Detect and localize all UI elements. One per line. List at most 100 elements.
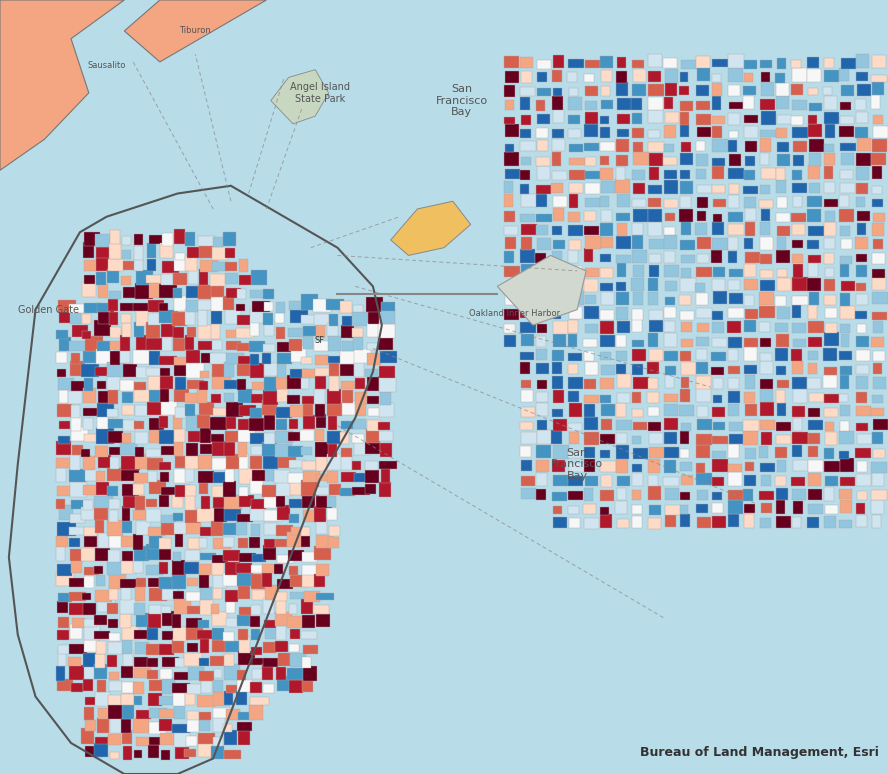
Bar xyxy=(162,515,175,523)
Bar xyxy=(224,691,233,704)
Bar xyxy=(759,402,773,416)
Bar xyxy=(680,181,694,194)
Bar xyxy=(791,84,803,95)
Bar xyxy=(68,391,83,404)
Bar xyxy=(680,197,691,208)
Bar xyxy=(744,347,757,361)
Bar xyxy=(172,337,185,351)
Bar xyxy=(505,169,520,179)
Bar xyxy=(873,473,884,486)
Bar xyxy=(123,484,137,496)
Bar xyxy=(648,185,662,194)
Bar xyxy=(585,157,596,166)
Bar xyxy=(123,235,131,245)
Bar xyxy=(871,153,886,165)
Bar xyxy=(871,75,887,82)
Bar xyxy=(147,578,159,587)
Bar xyxy=(647,378,658,389)
Bar xyxy=(186,736,197,746)
Bar xyxy=(681,321,692,333)
Bar xyxy=(123,493,139,509)
Bar xyxy=(521,407,535,417)
Bar xyxy=(327,389,342,404)
Bar xyxy=(198,471,213,483)
Bar xyxy=(95,234,111,247)
Polygon shape xyxy=(497,255,586,325)
Bar xyxy=(600,404,615,416)
Bar xyxy=(872,276,886,290)
Bar xyxy=(210,286,224,297)
Bar xyxy=(275,612,292,626)
Bar xyxy=(599,116,609,124)
Bar xyxy=(537,430,552,444)
Bar xyxy=(553,390,565,403)
Bar xyxy=(211,296,228,311)
Bar xyxy=(82,313,91,324)
Bar xyxy=(225,469,234,482)
Bar xyxy=(647,460,661,473)
Bar xyxy=(519,351,535,360)
Bar xyxy=(775,323,789,333)
Bar xyxy=(289,420,298,429)
Bar xyxy=(187,606,202,614)
Bar xyxy=(107,389,118,404)
Bar xyxy=(616,519,629,528)
Bar xyxy=(107,467,122,481)
Bar xyxy=(712,222,724,235)
Bar xyxy=(110,351,120,365)
Bar xyxy=(329,363,339,375)
Bar xyxy=(275,666,286,680)
Bar xyxy=(600,86,610,96)
Bar xyxy=(552,460,566,471)
Bar xyxy=(552,267,562,276)
Bar xyxy=(792,170,803,180)
Bar xyxy=(727,514,739,527)
Bar xyxy=(301,378,309,389)
Bar xyxy=(599,142,614,151)
Bar xyxy=(70,405,80,418)
Bar xyxy=(98,382,107,389)
Bar xyxy=(793,389,807,403)
Bar xyxy=(239,467,253,484)
Bar xyxy=(301,315,318,324)
Bar xyxy=(69,481,87,497)
Bar xyxy=(553,334,567,347)
Bar xyxy=(288,615,304,628)
Bar xyxy=(109,752,119,759)
Bar xyxy=(159,538,171,550)
Bar xyxy=(520,141,535,151)
Bar xyxy=(824,295,836,305)
Bar xyxy=(147,658,158,667)
Bar xyxy=(365,484,376,494)
Bar xyxy=(760,379,773,389)
Bar xyxy=(744,170,756,180)
Bar xyxy=(265,523,278,535)
Bar xyxy=(616,459,628,473)
Bar xyxy=(95,737,107,744)
Bar xyxy=(327,403,343,416)
Bar xyxy=(162,261,179,273)
Bar xyxy=(187,327,196,337)
Bar xyxy=(519,447,531,457)
Bar xyxy=(133,509,146,520)
Bar xyxy=(552,310,561,319)
Bar xyxy=(536,420,547,430)
Bar xyxy=(289,339,302,351)
Bar xyxy=(56,572,74,586)
Bar xyxy=(263,289,274,299)
Bar xyxy=(632,84,646,96)
Bar xyxy=(379,366,395,378)
Bar xyxy=(108,734,121,745)
Bar xyxy=(521,224,536,235)
Bar xyxy=(648,474,658,486)
Bar xyxy=(793,141,807,152)
Bar xyxy=(159,709,175,718)
Bar xyxy=(84,576,94,588)
Bar xyxy=(553,55,564,68)
Bar xyxy=(552,240,565,249)
Bar xyxy=(536,402,549,416)
Bar xyxy=(342,341,356,351)
Bar xyxy=(70,454,80,470)
Bar xyxy=(236,522,248,535)
Bar xyxy=(94,631,110,639)
